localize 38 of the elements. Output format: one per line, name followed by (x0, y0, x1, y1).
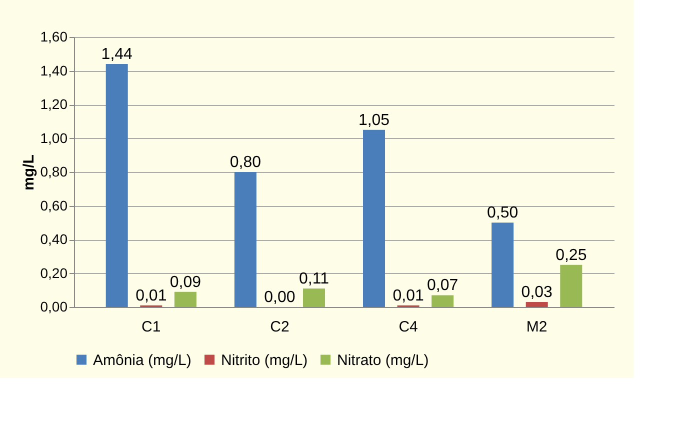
bar (363, 130, 385, 307)
bar (492, 222, 514, 307)
bar (106, 64, 128, 307)
data-label: 0,11 (299, 270, 330, 288)
y-axis-title: mg/L (20, 154, 38, 190)
data-label: 0,09 (170, 274, 202, 291)
x-tick-label: M2 (526, 318, 548, 336)
bar (432, 295, 454, 307)
data-label: 0,80 (230, 154, 262, 171)
x-tick-label: C2 (270, 318, 290, 336)
y-tick-label: 0,00 (40, 298, 68, 314)
data-label: 0,25 (556, 246, 587, 264)
data-label: 0,03 (521, 284, 553, 301)
data-label: 0,07 (427, 277, 458, 294)
y-tick-label: 0,20 (40, 264, 68, 281)
y-tick-label: 1,60 (40, 28, 68, 44)
y-tick-label: 1,00 (40, 130, 68, 146)
bar (560, 264, 582, 307)
data-label: 1,44 (101, 46, 133, 63)
data-label: 0,00 (264, 289, 296, 306)
bar (303, 288, 325, 307)
data-label: 0,50 (487, 204, 518, 222)
data-label: 0,01 (392, 287, 424, 304)
bar (526, 302, 548, 307)
legend-label: Nitrito (mg/L) (221, 352, 308, 369)
data-label: 0,01 (136, 287, 167, 304)
y-tick-label: 1,40 (40, 62, 68, 78)
y-tick-label: 0,80 (40, 164, 68, 180)
y-tick-label: 1,20 (40, 96, 68, 112)
bar (234, 172, 256, 307)
legend-label: Nitrato (mg/L) (337, 352, 429, 369)
y-tick-label: 0,40 (40, 231, 68, 247)
data-label: 1,05 (358, 112, 390, 129)
bar (174, 292, 196, 307)
x-tick-label: C1 (142, 318, 161, 336)
legend-label: Amônia (mg/L) (93, 352, 192, 369)
y-tick-label: 0,60 (40, 197, 68, 214)
x-tick-label: C4 (398, 318, 418, 336)
